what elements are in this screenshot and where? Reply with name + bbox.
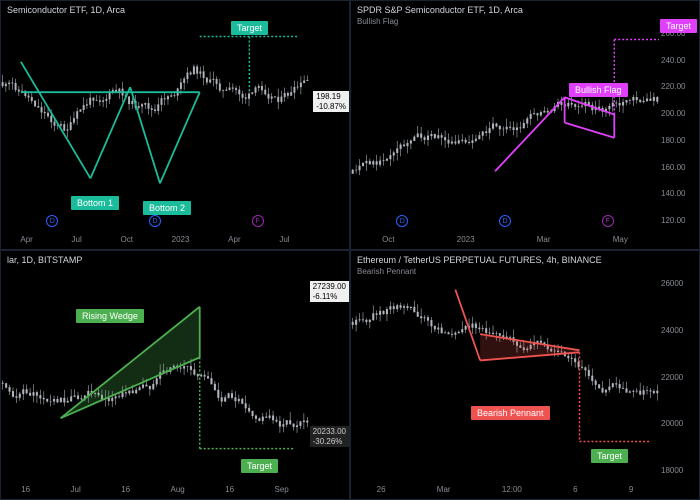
dotted-lines xyxy=(200,36,299,92)
timeline-icons: D D F xyxy=(1,215,309,227)
timeline-icon[interactable]: F xyxy=(602,215,614,227)
bullish-flag-label: Bullish Flag xyxy=(569,83,628,97)
panel-title: Semiconductor ETF, 1D, Arca xyxy=(7,5,125,15)
chart-canvas xyxy=(1,1,309,229)
candles xyxy=(2,64,309,137)
panel-title: lar, 1D, BITSTAMP xyxy=(7,255,82,265)
chart-canvas xyxy=(351,1,659,229)
x-axis: Oct2023MarMay xyxy=(351,229,659,249)
timeline-icon[interactable]: D xyxy=(46,215,58,227)
panel-bullish-flag[interactable]: SPDR S&P Semiconductor ETF, 1D, Arca Bul… xyxy=(350,0,700,250)
chart-canvas xyxy=(1,251,309,479)
panel-bearish-pennant[interactable]: Ethereum / TetherUS PERPETUAL FUTURES, 4… xyxy=(350,250,700,500)
panel-rising-wedge[interactable]: lar, 1D, BITSTAMP 27239.00 -6.11% 20233.… xyxy=(0,250,350,500)
y-axis: 260.00240.00220.00200.00180.00160.00140.… xyxy=(659,1,699,229)
timeline-icon[interactable]: D xyxy=(149,215,161,227)
bearish-pennant-label: Bearish Pennant xyxy=(471,406,550,420)
panel-subtitle: Bearish Pennant xyxy=(357,267,416,276)
price-badge: 27239.00 -6.11% xyxy=(310,281,349,302)
target-label: Target xyxy=(591,449,628,463)
timeline-icon[interactable]: D xyxy=(396,215,408,227)
panel-title: SPDR S&P Semiconductor ETF, 1D, Arca xyxy=(357,5,523,15)
chart-canvas xyxy=(351,251,659,479)
y-axis: 2600024000220002000018000 xyxy=(659,251,699,479)
pattern-lines xyxy=(21,62,200,184)
target-label: Target xyxy=(660,19,697,33)
panel-double-bottom[interactable]: Semiconductor ETF, 1D, Arca 198.19 -10.8… xyxy=(0,0,350,250)
timeline-icons: D D F xyxy=(351,215,659,227)
timeline-icon[interactable]: F xyxy=(252,215,264,227)
timeline-icon[interactable]: D xyxy=(499,215,511,227)
target-label: Target xyxy=(241,459,278,473)
panel-title: Ethereum / TetherUS PERPETUAL FUTURES, 4… xyxy=(357,255,602,265)
bottom1-label: Bottom 1 xyxy=(71,196,119,210)
panel-subtitle: Bullish Flag xyxy=(357,17,398,26)
rising-wedge-label: Rising Wedge xyxy=(76,309,144,323)
bottom2-label: Bottom 2 xyxy=(143,201,191,215)
price-badge: 198.19 -10.87% xyxy=(313,91,349,112)
x-axis: 26Mar12:0069 xyxy=(351,479,659,499)
x-axis: AprJulOct2023AprJul xyxy=(1,229,309,249)
x-axis: 16Jul16Aug16Sep xyxy=(1,479,309,499)
price-badge-secondary: 20233.00 -30.26% xyxy=(310,426,349,447)
target-label: Target xyxy=(231,21,268,35)
chart-grid: Semiconductor ETF, 1D, Arca 198.19 -10.8… xyxy=(0,0,700,500)
